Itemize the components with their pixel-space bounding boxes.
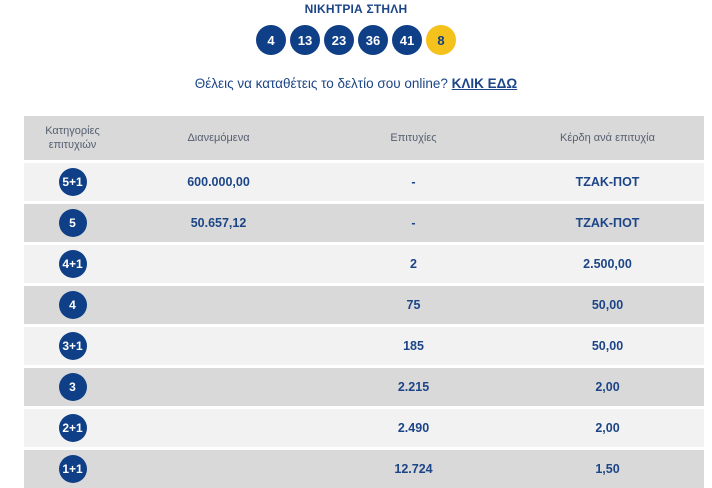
category-cell: 4+1 (24, 244, 121, 285)
prize-cell: 2,00 (511, 367, 704, 408)
prize-breakdown-table: Κατηγορίες επιτυχιών Διανεμόμενα Επιτυχί… (24, 116, 704, 488)
header-category: Κατηγορίες επιτυχιών (24, 116, 121, 162)
winners-cell: - (316, 203, 511, 244)
table-row: 3 2.215 2,00 (24, 367, 704, 408)
table-header-row: Κατηγορίες επιτυχιών Διανεμόμενα Επιτυχί… (24, 116, 704, 162)
distributed-cell (121, 408, 316, 449)
winning-column-title: ΝΙΚΗΤΡΙΑ ΣΤΗΛΗ (0, 2, 712, 16)
category-badge: 4 (59, 291, 87, 319)
category-cell: 4 (24, 285, 121, 326)
table-row: 4 75 50,00 (24, 285, 704, 326)
table-row: 3+1 185 50,00 (24, 326, 704, 367)
winning-number-ball: 4 (256, 25, 286, 55)
category-badge: 4+1 (59, 250, 87, 278)
distributed-cell (121, 326, 316, 367)
category-cell: 5+1 (24, 162, 121, 203)
category-cell: 5 (24, 203, 121, 244)
winning-number-ball: 36 (358, 25, 388, 55)
category-cell: 2+1 (24, 408, 121, 449)
winners-cell: 75 (316, 285, 511, 326)
prize-cell: 2.500,00 (511, 244, 704, 285)
header-distributed: Διανεμόμενα (121, 116, 316, 162)
distributed-cell (121, 367, 316, 408)
distributed-cell: 50.657,12 (121, 203, 316, 244)
prize-cell: 1,50 (511, 449, 704, 488)
bonus-number-ball: 8 (426, 25, 456, 55)
header-prize: Κέρδη ανά επιτυχία (511, 116, 704, 162)
table-row: 5 50.657,12 - ΤΖΑΚ-ΠΟΤ (24, 203, 704, 244)
distributed-cell: 600.000,00 (121, 162, 316, 203)
prize-cell: ΤΖΑΚ-ΠΟΤ (511, 203, 704, 244)
table-row: 5+1 600.000,00 - ΤΖΑΚ-ΠΟΤ (24, 162, 704, 203)
category-badge: 3+1 (59, 332, 87, 360)
winners-cell: 12.724 (316, 449, 511, 488)
winners-cell: 2.215 (316, 367, 511, 408)
category-badge: 3 (59, 373, 87, 401)
category-badge: 5+1 (59, 168, 87, 196)
distributed-cell (121, 285, 316, 326)
winners-cell: 2.490 (316, 408, 511, 449)
winners-cell: 2 (316, 244, 511, 285)
online-betting-promo: Θέλεις να καταθέτεις το δελτίο σου onlin… (0, 76, 712, 91)
winning-number-ball: 41 (392, 25, 422, 55)
prize-cell: 2,00 (511, 408, 704, 449)
category-badge: 5 (59, 209, 87, 237)
prize-cell: 50,00 (511, 285, 704, 326)
table-row: 4+1 2 2.500,00 (24, 244, 704, 285)
winning-number-ball: 23 (324, 25, 354, 55)
promo-text: Θέλεις να καταθέτεις το δελτίο σου onlin… (195, 76, 448, 91)
winning-number-ball: 13 (290, 25, 320, 55)
table-row: 1+1 12.724 1,50 (24, 449, 704, 488)
click-here-link[interactable]: ΚΛΙΚ ΕΔΩ (452, 76, 518, 91)
category-badge: 1+1 (59, 455, 87, 483)
category-badge: 2+1 (59, 414, 87, 442)
winning-numbers: 4 13 23 36 41 8 (0, 25, 712, 55)
distributed-cell (121, 449, 316, 488)
prize-cell: 50,00 (511, 326, 704, 367)
header-winners: Επιτυχίες (316, 116, 511, 162)
prize-cell: ΤΖΑΚ-ΠΟΤ (511, 162, 704, 203)
table-row: 2+1 2.490 2,00 (24, 408, 704, 449)
category-cell: 1+1 (24, 449, 121, 488)
distributed-cell (121, 244, 316, 285)
category-cell: 3+1 (24, 326, 121, 367)
category-cell: 3 (24, 367, 121, 408)
winners-cell: 185 (316, 326, 511, 367)
winners-cell: - (316, 162, 511, 203)
